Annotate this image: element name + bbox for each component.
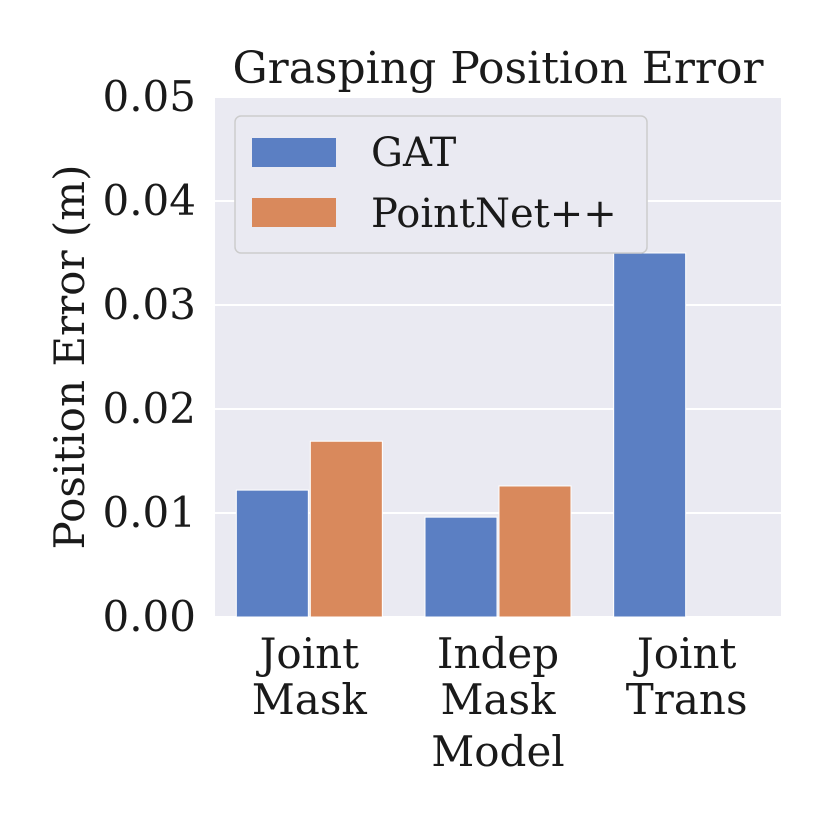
legend-label-gat: GAT	[371, 130, 457, 176]
x-tick-label: Mask	[252, 675, 368, 724]
x-tick-label: Mask	[440, 675, 556, 724]
y-tick-label: 0.02	[102, 384, 196, 433]
legend-box	[234, 115, 648, 254]
x-tick-label: Indep	[437, 629, 559, 678]
legend: GAT PointNet++	[234, 115, 648, 254]
y-axis-ticks: 0.00 0.01 0.02 0.03 0.04 0.05	[102, 72, 196, 641]
y-tick-label: 0.01	[102, 488, 196, 537]
x-tick-label: Joint	[633, 629, 737, 678]
bars	[235, 252, 687, 618]
bar	[235, 489, 309, 618]
y-tick-label: 0.04	[102, 176, 196, 225]
gridlines	[215, 96, 781, 618]
y-tick-label: 0.00	[102, 592, 196, 641]
legend-label-pointnet: PointNet++	[371, 191, 617, 237]
bar	[498, 485, 572, 618]
x-axis-label: Model	[431, 727, 564, 776]
x-tick-label: Trans	[626, 675, 748, 724]
bar	[613, 252, 687, 618]
y-tick-label: 0.05	[102, 72, 196, 121]
x-tick-label: Joint	[256, 629, 360, 678]
y-tick-label: 0.03	[102, 280, 196, 329]
legend-swatch-pointnet	[252, 198, 336, 227]
y-axis-label: Position Error (m)	[45, 165, 94, 550]
legend-swatch-gat	[252, 138, 336, 167]
chart-title: Grasping Position Error	[233, 43, 765, 94]
bar	[424, 516, 498, 618]
bar	[309, 440, 383, 618]
